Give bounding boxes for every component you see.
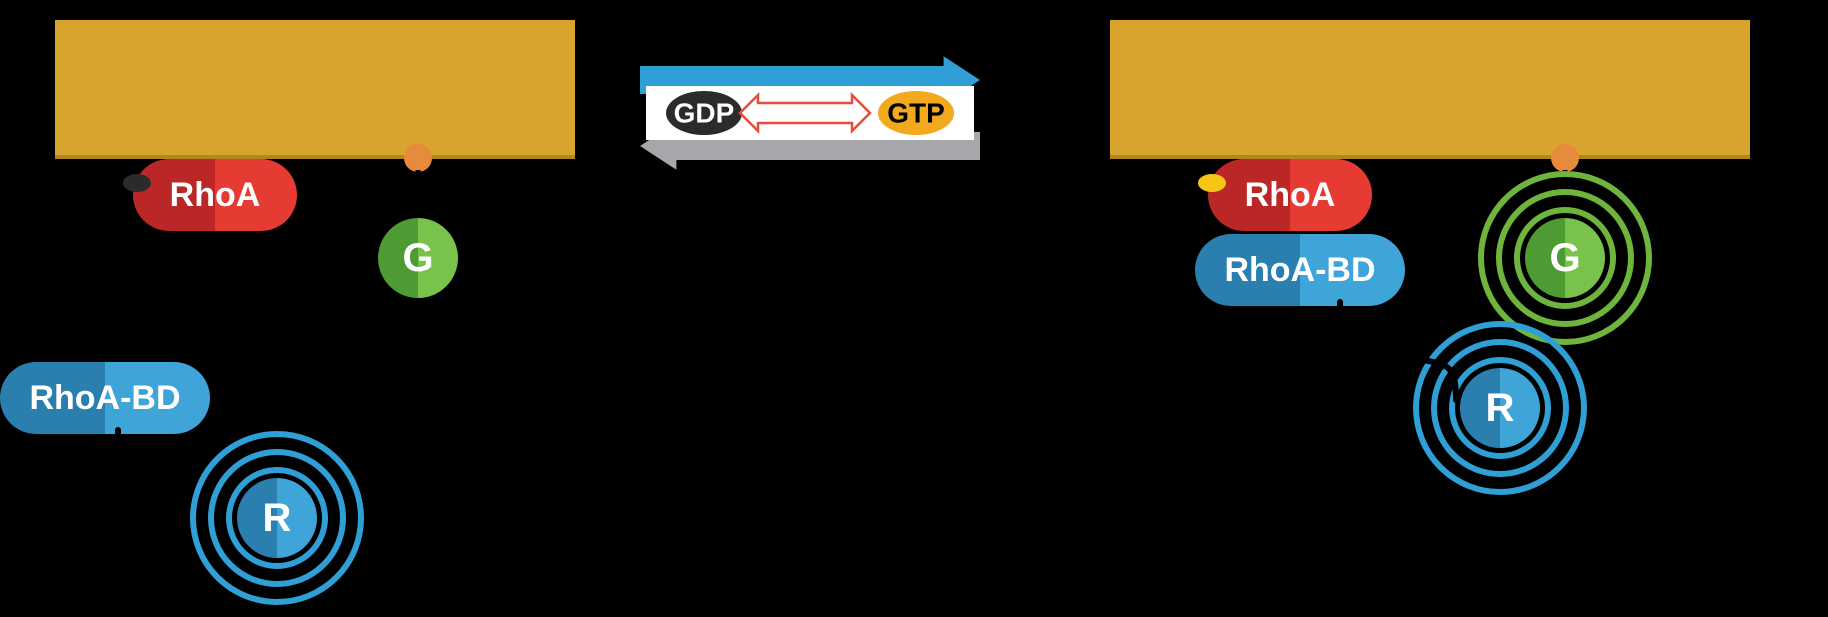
anchor-knob-right xyxy=(1551,144,1579,172)
gfp-right-label: G xyxy=(1549,236,1580,280)
rhoa-bd-capsule-left-label: RhoA-BD xyxy=(29,379,180,417)
diagram-canvas: RhoA G RhoA-BD R RhoA RhoA-BD G R GDP GTP xyxy=(0,0,1828,617)
membrane xyxy=(55,20,575,155)
rfp-left-label: R xyxy=(263,496,292,540)
gdp-label: GDP xyxy=(674,98,735,129)
gtp-dot-icon xyxy=(1198,174,1226,192)
membrane xyxy=(1110,20,1750,155)
gfp-left-label: G xyxy=(402,236,433,280)
rhoa-bd-capsule-right-label: RhoA-BD xyxy=(1224,251,1375,289)
gdp-dot-icon xyxy=(123,174,151,192)
rfp-right-label: R xyxy=(1486,386,1515,430)
gtp-label: GTP xyxy=(887,98,945,129)
anchor-knob xyxy=(404,144,432,172)
rhoa-capsule-left-label: RhoA xyxy=(170,176,261,214)
rhoa-capsule-right-label: RhoA xyxy=(1245,176,1336,214)
